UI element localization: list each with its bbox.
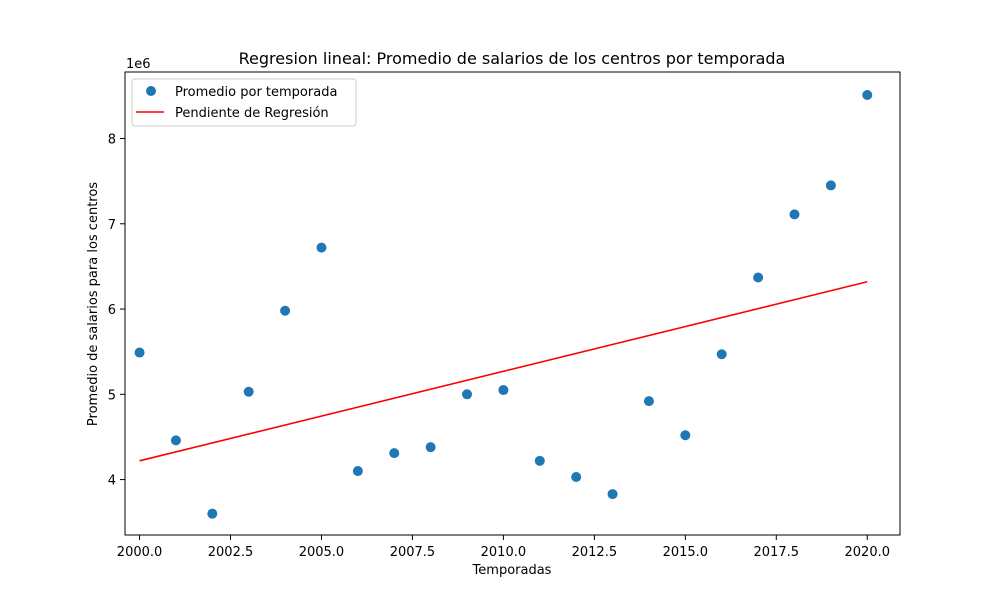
data-point [280, 305, 291, 316]
legend-label-scatter: Promedio por temporada [175, 85, 337, 100]
y-axis: 4 5 6 7 8 [108, 133, 125, 489]
x-axis-label: Temporadas [472, 563, 552, 578]
data-point [352, 466, 363, 477]
legend-label-line: Pendiente de Regresión [175, 106, 329, 121]
y-axis-label: Promedio de salarios para los centros [86, 182, 101, 426]
regression-line [139, 280, 868, 462]
data-point [643, 396, 654, 407]
y-offset-label: 1e6 [126, 57, 151, 72]
data-point [680, 430, 691, 441]
data-point [571, 472, 582, 483]
chart-title: Regresion lineal: Promedio de salarios d… [239, 49, 786, 68]
x-tick-label: 2005.0 [299, 545, 345, 560]
x-tick-label: 2015.0 [663, 545, 709, 560]
data-point [862, 90, 873, 101]
x-tick-label: 2017.5 [754, 545, 800, 560]
data-point [425, 442, 436, 453]
x-tick-label: 2010.0 [481, 545, 527, 560]
y-tick-label: 5 [108, 388, 116, 403]
plot-frame [124, 71, 901, 536]
x-tick-label: 2012.5 [572, 545, 618, 560]
legend-marker-scatter [146, 86, 156, 96]
data-point [825, 180, 836, 191]
y-tick-label: 7 [108, 218, 116, 233]
data-point [134, 347, 145, 358]
data-point [498, 385, 509, 396]
y-tick-label: 4 [108, 474, 116, 489]
data-point [534, 455, 545, 466]
data-point [607, 489, 618, 500]
x-tick-label: 2020.0 [845, 545, 891, 560]
x-tick-label: 2007.5 [390, 545, 436, 560]
legend-box [131, 78, 357, 127]
legend: Promedio por temporada Pendiente de Regr… [131, 78, 357, 127]
plot-area [134, 90, 873, 519]
x-tick-label: 2000.0 [117, 545, 163, 560]
data-point [170, 435, 181, 446]
data-point [243, 386, 254, 397]
y-tick-label: 6 [108, 303, 116, 318]
data-point [716, 349, 727, 360]
x-tick-label: 2002.5 [208, 545, 254, 560]
data-point [789, 209, 800, 220]
data-point [462, 389, 473, 400]
data-point [316, 242, 327, 253]
data-point [753, 272, 764, 283]
x-axis: 2000.0 2002.5 2005.0 2007.5 2010.0 2012.5 2015… [117, 535, 890, 560]
data-point [389, 448, 400, 459]
y-tick-label: 8 [108, 133, 116, 148]
data-point [207, 508, 218, 519]
